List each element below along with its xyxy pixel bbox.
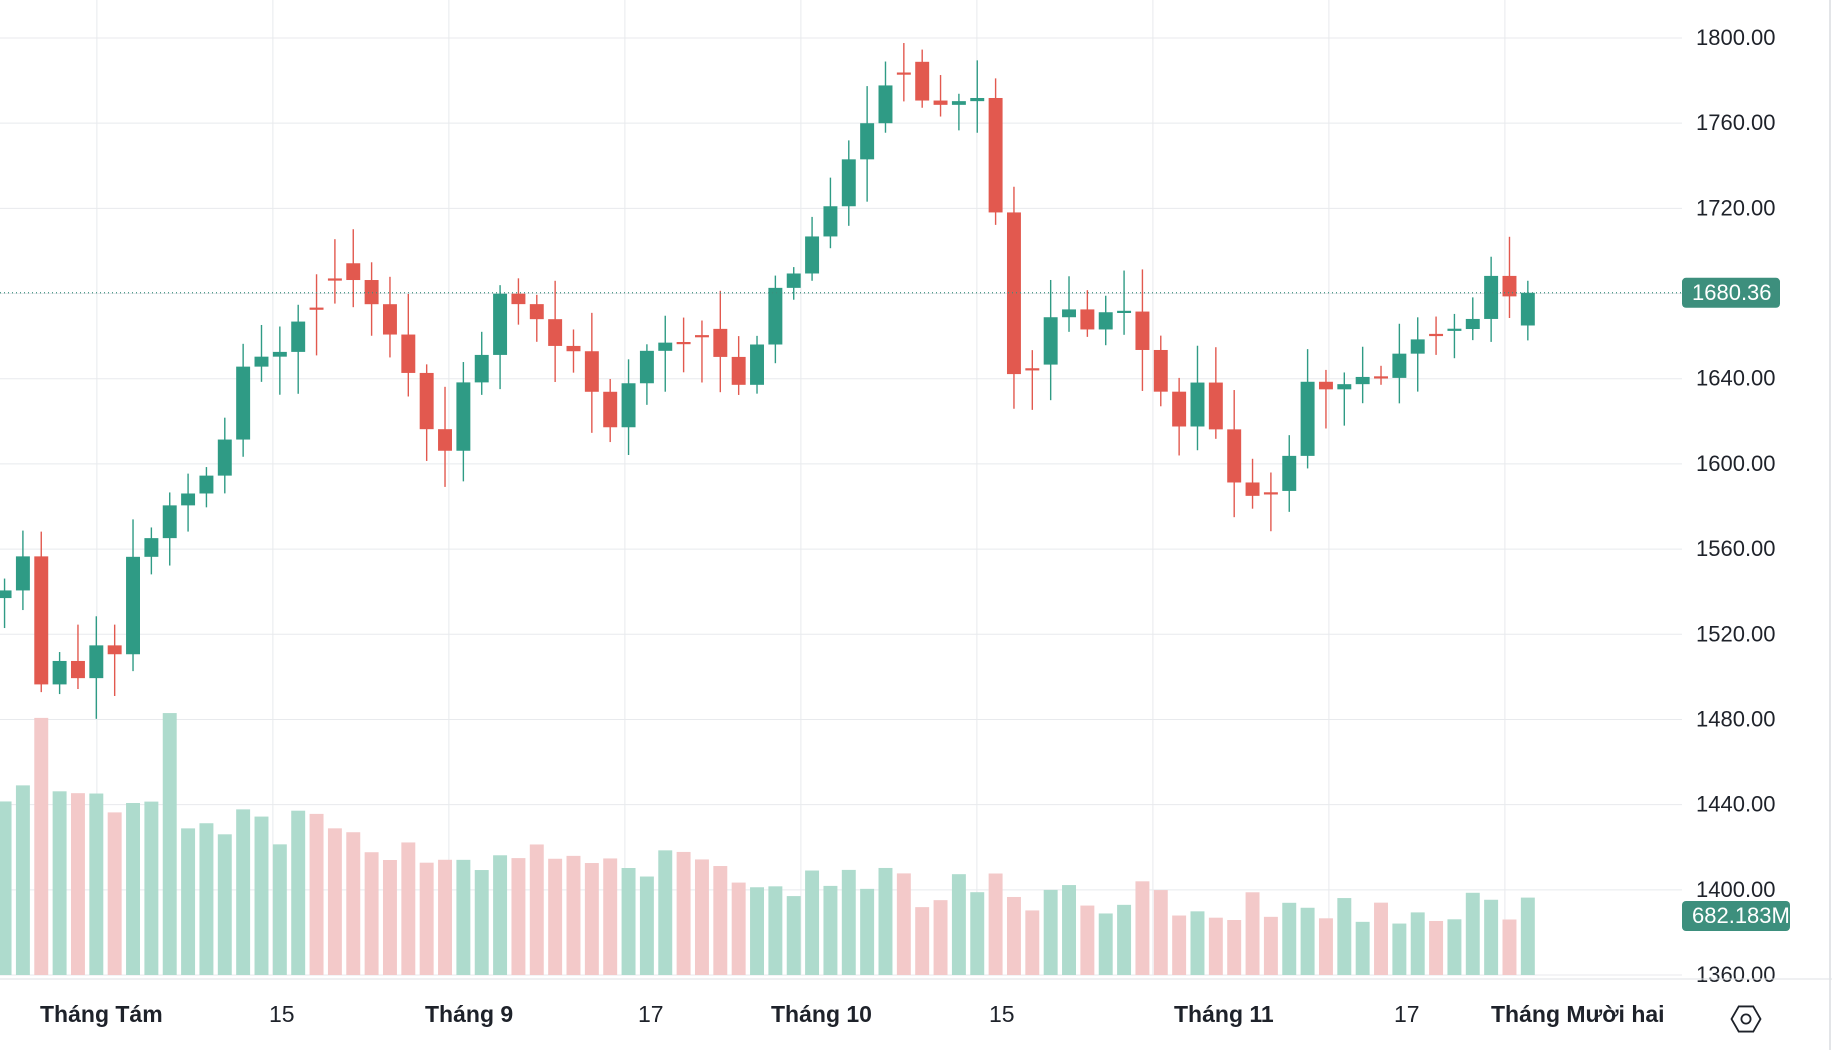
svg-text:1520.00: 1520.00 — [1696, 621, 1776, 646]
svg-text:Tháng Tám: Tháng Tám — [40, 1001, 163, 1027]
svg-text:Tháng Mười hai: Tháng Mười hai — [1491, 1001, 1665, 1027]
svg-text:15: 15 — [989, 1001, 1015, 1027]
svg-text:15: 15 — [269, 1001, 295, 1027]
svg-text:Tháng 9: Tháng 9 — [425, 1001, 513, 1027]
svg-text:682.183M: 682.183M — [1692, 903, 1790, 928]
svg-text:17: 17 — [1394, 1001, 1420, 1027]
svg-text:Tháng 11: Tháng 11 — [1174, 1001, 1274, 1027]
svg-text:Tháng 10: Tháng 10 — [771, 1001, 872, 1027]
svg-text:17: 17 — [638, 1001, 664, 1027]
svg-text:1720.00: 1720.00 — [1696, 195, 1776, 220]
svg-text:1400.00: 1400.00 — [1696, 877, 1776, 902]
svg-text:1360.00: 1360.00 — [1696, 962, 1776, 987]
svg-text:1600.00: 1600.00 — [1696, 451, 1776, 476]
svg-text:1560.00: 1560.00 — [1696, 536, 1776, 561]
svg-text:1680.36: 1680.36 — [1692, 280, 1772, 305]
svg-text:1760.00: 1760.00 — [1696, 110, 1776, 135]
svg-text:1440.00: 1440.00 — [1696, 792, 1776, 817]
svg-text:1480.00: 1480.00 — [1696, 706, 1776, 731]
svg-text:1640.00: 1640.00 — [1696, 366, 1776, 391]
svg-text:1800.00: 1800.00 — [1696, 25, 1776, 50]
